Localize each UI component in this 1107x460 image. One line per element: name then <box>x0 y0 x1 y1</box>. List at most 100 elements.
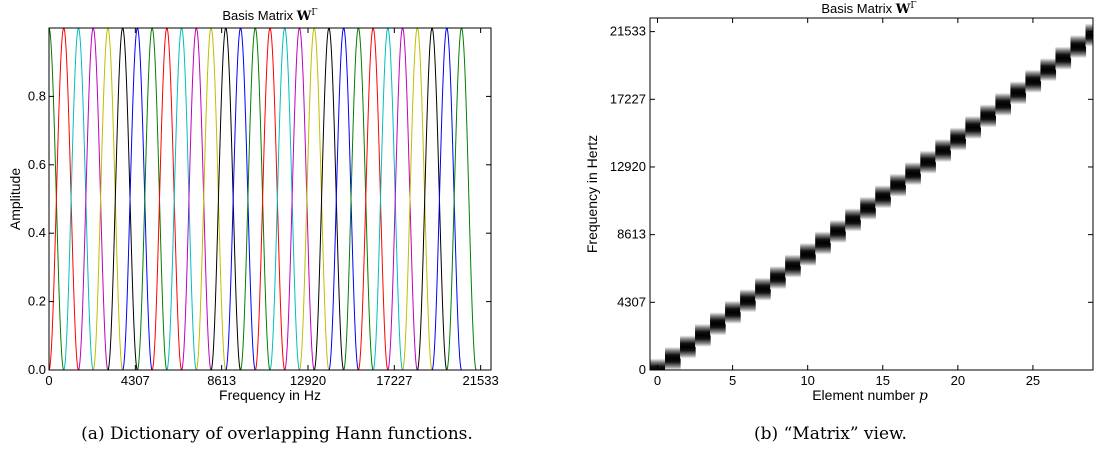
x-tick-label: 15 <box>876 373 890 388</box>
chart-b-x-axis-label: Element number p <box>812 387 928 404</box>
y-tick-label: 12920 <box>610 159 646 174</box>
matrix-column-18 <box>920 150 936 174</box>
y-tick-label: 0.8 <box>28 88 46 103</box>
matrix-column-4 <box>710 312 726 336</box>
caption-a: (a) Dictionary of overlapping Hann funct… <box>81 424 473 444</box>
y-tick-label: 21533 <box>610 24 646 39</box>
hann-series-6 <box>107 28 138 370</box>
hann-series-2 <box>49 28 79 370</box>
hann-series-25 <box>387 28 418 370</box>
hann-series-8 <box>136 28 168 370</box>
matrix-column-16 <box>890 173 906 197</box>
x-tick-label: 12920 <box>290 373 326 388</box>
chart-b: Basis Matrix WΓ 0 5 10 15 20 25 0 4307 8613 1292… <box>584 1 1094 404</box>
matrix-column-22 <box>980 104 996 128</box>
matrix-column-21 <box>965 115 981 139</box>
y-tick-label: 0.2 <box>28 294 46 309</box>
y-tick-label: 0.4 <box>28 225 46 240</box>
matrix-column-7 <box>755 277 771 301</box>
hann-series-16 <box>254 28 286 370</box>
matrix-column-14 <box>860 196 876 220</box>
matrix-column-0 <box>650 358 666 370</box>
x-tick-label: 25 <box>1026 373 1040 388</box>
y-tick-label: 0.0 <box>28 362 46 377</box>
x-tick-label: 20 <box>951 373 965 388</box>
hann-series-10 <box>166 28 197 370</box>
matrix-column-25 <box>1025 69 1042 93</box>
hann-series-14 <box>225 28 256 370</box>
matrix-column-29 <box>1085 23 1093 47</box>
matrix-column-2 <box>680 335 696 359</box>
hann-series-15 <box>240 28 271 370</box>
matrix-column-26 <box>1040 58 1057 82</box>
hann-series-19 <box>299 28 330 370</box>
hann-series-5 <box>92 28 124 370</box>
y-tick-label: 17227 <box>610 91 646 106</box>
hann-series-0 <box>49 368 50 370</box>
chart-a-title: Basis Matrix WΓ <box>222 8 317 24</box>
x-tick-label: 17227 <box>376 373 412 388</box>
matrix-column-23 <box>995 92 1012 116</box>
hann-series-27 <box>416 28 448 370</box>
hann-series-3 <box>63 28 94 370</box>
matrix-column-12 <box>830 219 846 243</box>
matrix-column-6 <box>740 289 756 313</box>
x-tick-label: 21533 <box>463 373 499 388</box>
chart-b-plot-area <box>650 23 1093 370</box>
x-tick-label: 5 <box>729 373 736 388</box>
chart-a-y-axis: 0.0 0.2 0.4 0.6 0.8 <box>28 88 491 377</box>
y-tick-label: 4307 <box>617 294 646 309</box>
y-tick-label: 0.6 <box>28 157 46 172</box>
matrix-column-9 <box>785 254 801 278</box>
chart-b-y-axis-label: Frequency in Hertz <box>584 135 600 253</box>
hann-series-26 <box>402 28 433 370</box>
y-tick-label: 8613 <box>617 227 646 242</box>
chart-a: Basis Matrix WΓ 0 4307 8613 12920 17227 21533… <box>7 8 499 403</box>
matrix-column-15 <box>875 185 891 209</box>
hann-series-13 <box>210 28 241 370</box>
hann-series-18 <box>284 28 315 370</box>
chart-a-x-axis: 0 4307 8613 12920 17227 21533 <box>45 28 499 388</box>
caption-b: (b) “Matrix” view. <box>754 424 907 444</box>
hann-series-21 <box>328 28 359 370</box>
hann-series-12 <box>195 28 227 370</box>
hann-series-28 <box>431 28 462 370</box>
hann-series-22 <box>343 28 374 370</box>
chart-b-frame <box>649 17 1094 371</box>
matrix-column-3 <box>695 323 711 347</box>
matrix-column-8 <box>770 266 786 290</box>
x-tick-label: 10 <box>800 373 814 388</box>
chart-b-title: Basis Matrix WΓ <box>821 1 916 17</box>
x-tick-label: 0 <box>654 373 661 388</box>
figure-canvas: Basis Matrix WΓ 0 4307 8613 12920 17227 21533… <box>7 1 1094 404</box>
hann-series-9 <box>151 28 183 370</box>
chart-b-y-axis: 0 4307 8613 12920 17227 21533 <box>610 24 1093 377</box>
hann-series-17 <box>269 28 300 370</box>
x-tick-label: 4307 <box>121 373 150 388</box>
chart-b-x-axis: 0 5 10 15 20 25 <box>654 18 1040 388</box>
hann-series-7 <box>122 28 153 370</box>
hann-series-1 <box>49 28 65 370</box>
matrix-column-1 <box>665 346 681 370</box>
matrix-column-5 <box>725 300 741 324</box>
matrix-column-24 <box>1010 81 1027 105</box>
chart-a-x-axis-label: Frequency in Hz <box>219 387 321 403</box>
matrix-column-13 <box>845 208 861 232</box>
hann-series-4 <box>78 28 109 370</box>
hann-series-23 <box>357 28 389 370</box>
chart-a-frame <box>48 27 492 371</box>
matrix-column-19 <box>935 139 951 163</box>
matrix-column-17 <box>905 162 921 186</box>
hann-series-29 <box>446 28 477 370</box>
x-tick-label: 8613 <box>207 373 236 388</box>
matrix-column-28 <box>1070 35 1087 59</box>
matrix-column-11 <box>815 231 831 255</box>
hann-series-20 <box>313 28 345 370</box>
x-tick-label: 0 <box>45 373 52 388</box>
matrix-column-27 <box>1055 46 1072 70</box>
chart-a-plot-area <box>49 28 477 370</box>
hann-series-24 <box>372 28 404 370</box>
y-tick-label: 0 <box>639 362 646 377</box>
matrix-column-20 <box>950 127 966 151</box>
chart-a-y-axis-label: Amplitude <box>7 168 23 230</box>
